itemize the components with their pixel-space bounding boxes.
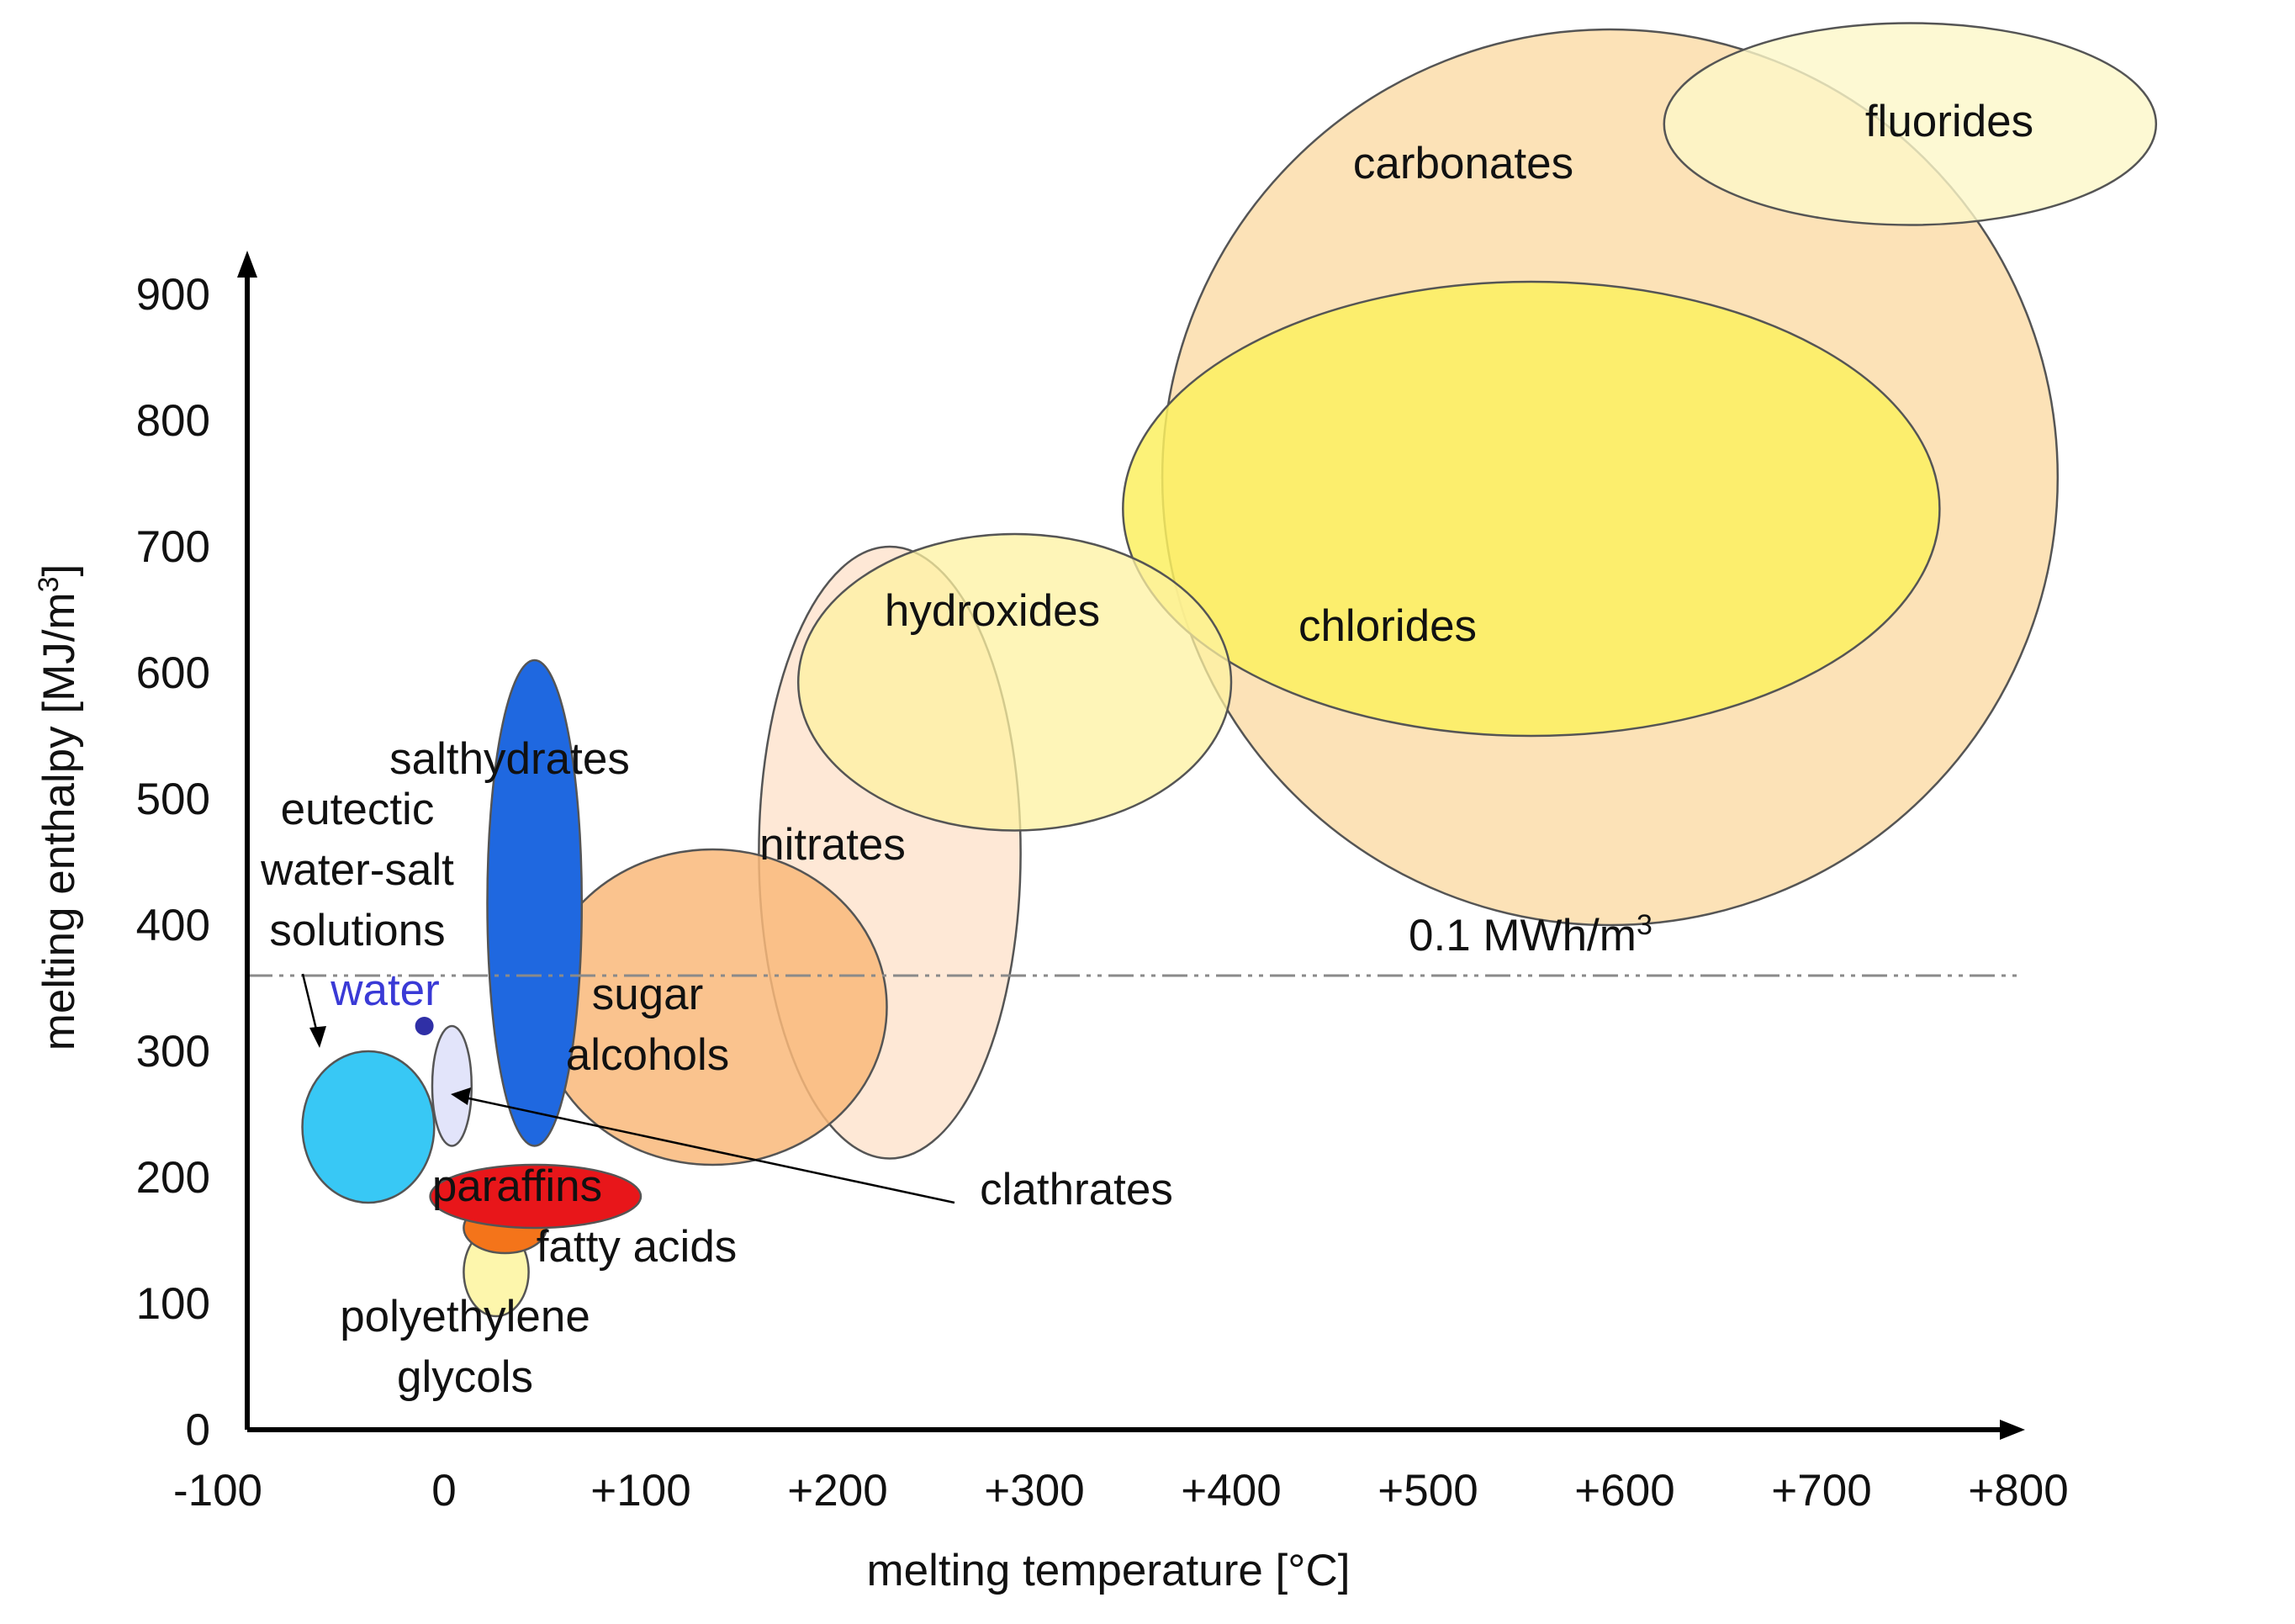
x-tick-label: +500 bbox=[1378, 1466, 1478, 1516]
y-tick-label: 200 bbox=[136, 1153, 210, 1203]
x-tick-label: +600 bbox=[1574, 1466, 1674, 1516]
y-tick-label: 700 bbox=[136, 522, 210, 572]
y-tick-label: 800 bbox=[136, 396, 210, 446]
region-label-polyethylene-glycols: polyethylene glycols bbox=[340, 1292, 590, 1402]
x-tick-label: +800 bbox=[1968, 1466, 2068, 1516]
region-hydroxides bbox=[796, 532, 1233, 832]
x-tick-label: +100 bbox=[590, 1466, 690, 1516]
region-label-fatty-acids: fatty acids bbox=[537, 1222, 738, 1272]
y-axis-label: melting enthalpy [MJ/m3] bbox=[33, 564, 84, 1051]
region-eutectic bbox=[301, 1050, 436, 1204]
region-label-nitrates: nitrates bbox=[759, 820, 906, 870]
region-salthydrates bbox=[486, 659, 584, 1147]
region-label-salthydrates: salthydrates bbox=[389, 734, 630, 784]
y-tick-label: 0 bbox=[186, 1405, 210, 1455]
regions-layer bbox=[301, 22, 2158, 1318]
region-label-sugar-alcohols: sugar alcohols bbox=[566, 970, 729, 1080]
region-paraffins bbox=[429, 1163, 642, 1230]
reference-line-label: 0.1 MWh/m3 bbox=[1409, 909, 1653, 960]
region-fluorides bbox=[1663, 22, 2158, 226]
y-tick-label: 100 bbox=[136, 1279, 210, 1329]
region-label-eutectic: eutectic water-salt solutions bbox=[260, 785, 454, 955]
region-sugar-alcohols bbox=[537, 848, 888, 1166]
eutectic-pointer-arrowhead bbox=[309, 1026, 326, 1048]
y-tick-label: 400 bbox=[136, 901, 210, 950]
x-tick-label: +200 bbox=[787, 1466, 887, 1516]
x-tick-label: +400 bbox=[1181, 1466, 1281, 1516]
axes bbox=[237, 251, 2025, 1440]
x-tick-label: +700 bbox=[1771, 1466, 1871, 1516]
y-tick-label: 300 bbox=[136, 1027, 210, 1076]
x-tick-label: -100 bbox=[173, 1466, 262, 1516]
x-axis-label: melting temperature [°C] bbox=[867, 1546, 1351, 1595]
annotation-arrows bbox=[301, 973, 955, 1204]
y-axis-arrow bbox=[237, 251, 257, 278]
x-tick-label: 0 bbox=[431, 1466, 456, 1516]
water-label: water bbox=[330, 965, 440, 1015]
region-chlorides bbox=[1122, 280, 1941, 738]
x-axis-arrow bbox=[2000, 1420, 2025, 1440]
y-tick-labels: 0 100 200 300 400 500 600 700 800 900 bbox=[136, 270, 210, 1455]
clathrates-pointer-arrowhead bbox=[451, 1087, 471, 1105]
region-label-chlorides: chlorides bbox=[1298, 601, 1477, 651]
region-label-carbonates: carbonates bbox=[1353, 139, 1573, 188]
y-tick-label: 900 bbox=[136, 270, 210, 320]
eutectic-pointer-arrow bbox=[301, 973, 320, 1037]
region-labels-layer: carbonates fluorides chlorides nitrates hydr… bbox=[260, 97, 2033, 1402]
x-tick-labels: -100 0 +100 +200 +300 +400 +500 +600 +700 +800 bbox=[173, 1466, 2069, 1516]
region-label-paraffins: paraffins bbox=[432, 1161, 602, 1211]
region-label-hydroxides: hydroxides bbox=[885, 586, 1100, 636]
y-tick-label: 500 bbox=[136, 775, 210, 824]
water-point bbox=[415, 1017, 434, 1035]
y-tick-label: 600 bbox=[136, 648, 210, 698]
region-label-clathrates: clathrates bbox=[980, 1165, 1173, 1214]
region-clathrates bbox=[431, 1024, 473, 1147]
region-label-fluorides: fluorides bbox=[1865, 97, 2033, 146]
x-tick-label: +300 bbox=[984, 1466, 1084, 1516]
clathrates-pointer-arrow bbox=[460, 1095, 955, 1204]
